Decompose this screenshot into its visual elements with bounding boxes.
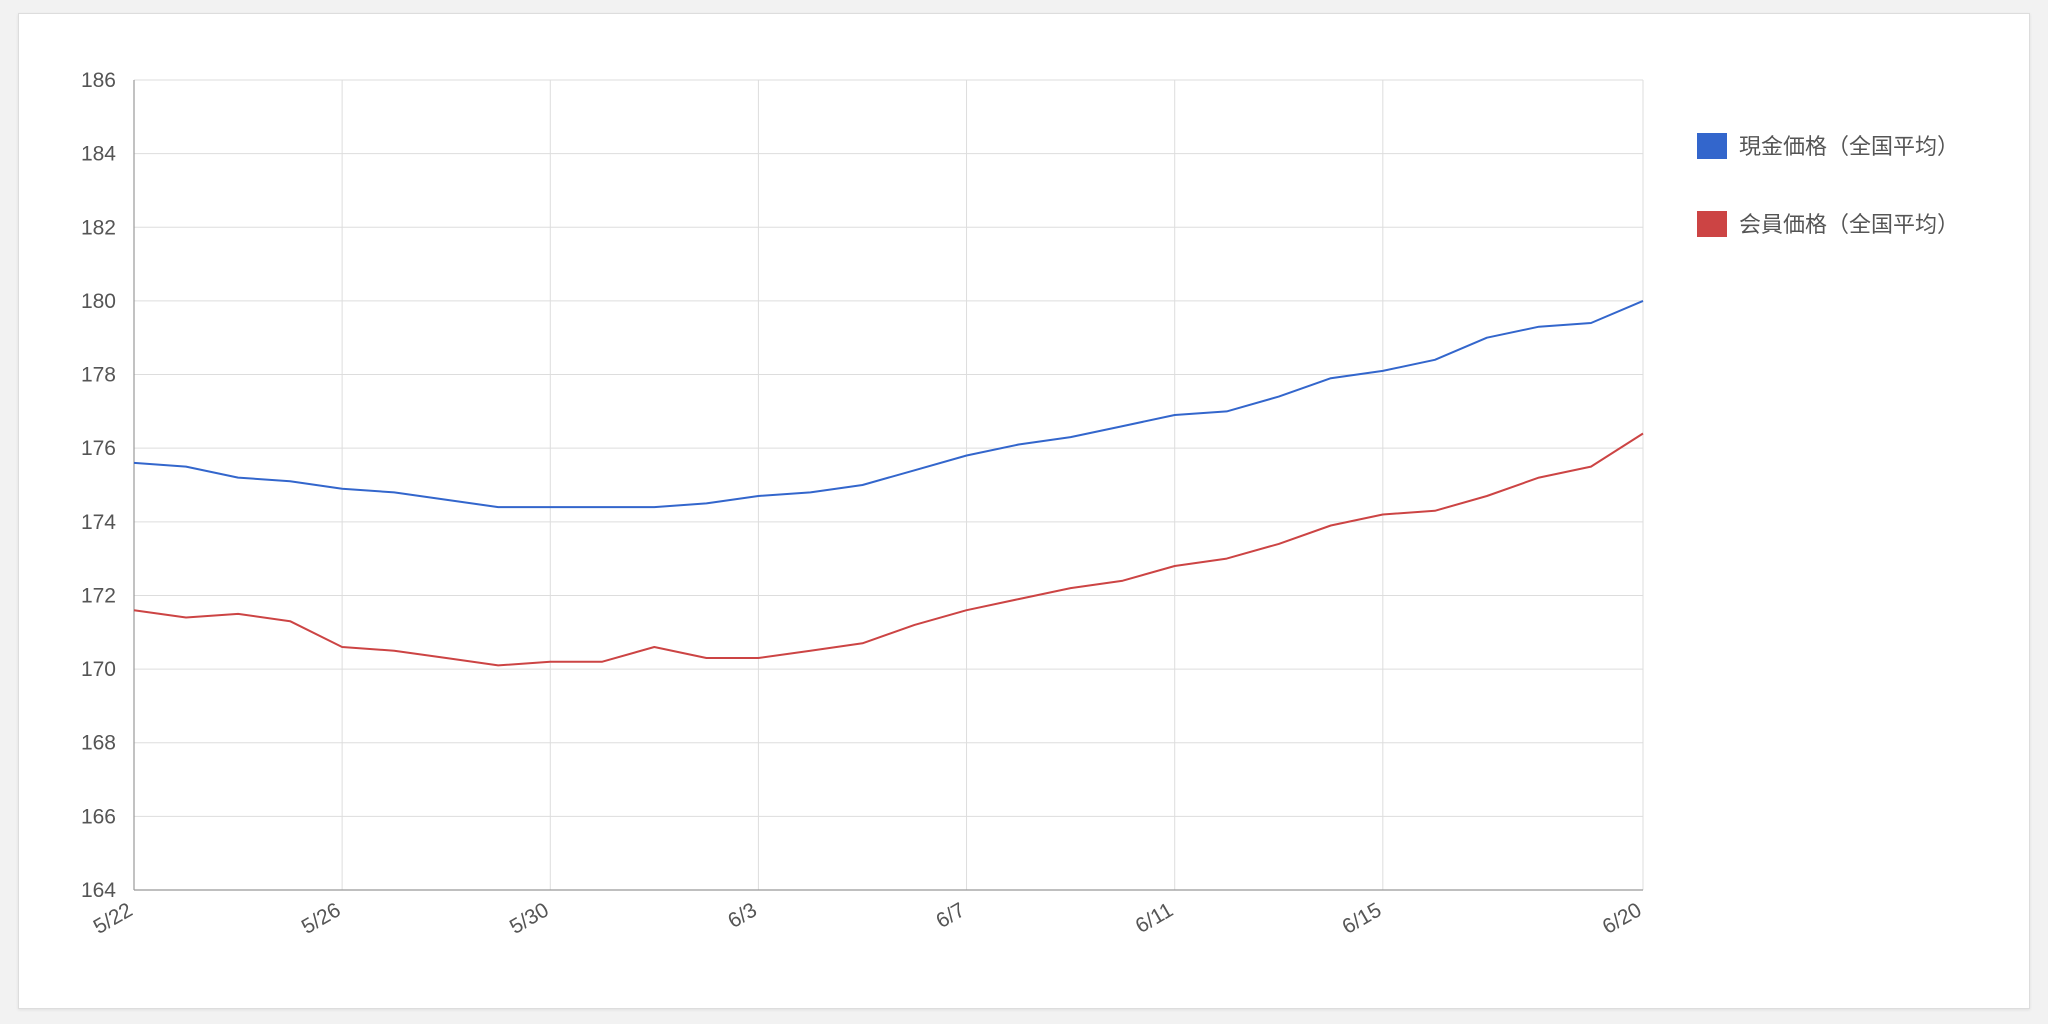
- y-tick-label: 186: [81, 69, 116, 92]
- legend-item-1[interactable]: 会員価格（全国平均）: [1697, 211, 1959, 237]
- x-tick-label: 5/22: [90, 898, 137, 938]
- y-tick-label: 180: [81, 290, 116, 313]
- series-line-0[interactable]: [133, 299, 1644, 509]
- line-chart: 164 166 168 170 172 174 176 178 180 182 184 186 5/22…: [81, 69, 1959, 939]
- series-lines: [133, 299, 1644, 667]
- legend-swatch: [1697, 211, 1727, 237]
- x-tick-label: 5/30: [506, 898, 553, 938]
- y-tick-label: 176: [81, 437, 116, 460]
- y-tick-label: 166: [81, 805, 116, 828]
- y-tick-label: 182: [81, 216, 116, 239]
- legend-item-0[interactable]: 現金価格（全国平均）: [1697, 133, 1959, 159]
- legend-label: 会員価格（全国平均）: [1739, 212, 1959, 237]
- grid: [133, 79, 1644, 891]
- y-tick-label: 184: [81, 143, 116, 166]
- y-tick-label: 172: [81, 584, 116, 607]
- y-tick-label: 178: [81, 364, 116, 387]
- y-tick-label: 174: [81, 511, 116, 534]
- x-tick-label: 6/20: [1599, 898, 1646, 938]
- chart-card: 164 166 168 170 172 174 176 178 180 182 184 186 5/22…: [18, 13, 2030, 1009]
- series-line-1[interactable]: [133, 432, 1644, 667]
- axes: 164 166 168 170 172 174 176 178 180 182 184 186 5/22…: [81, 69, 1646, 939]
- x-tick-label: 6/3: [724, 898, 761, 933]
- legend-swatch: [1697, 133, 1727, 159]
- y-tick-label: 168: [81, 732, 116, 755]
- legend[interactable]: 現金価格（全国平均） 会員価格（全国平均）: [1697, 133, 1959, 237]
- x-tick-label: 6/15: [1338, 898, 1385, 938]
- x-tick-label: 5/26: [298, 898, 345, 938]
- y-tick-label: 170: [81, 658, 116, 681]
- y-tick-label: 164: [81, 879, 116, 902]
- legend-label: 現金価格（全国平均）: [1739, 134, 1959, 159]
- x-tick-label: 6/7: [932, 898, 969, 933]
- x-tick-label: 6/11: [1132, 898, 1178, 938]
